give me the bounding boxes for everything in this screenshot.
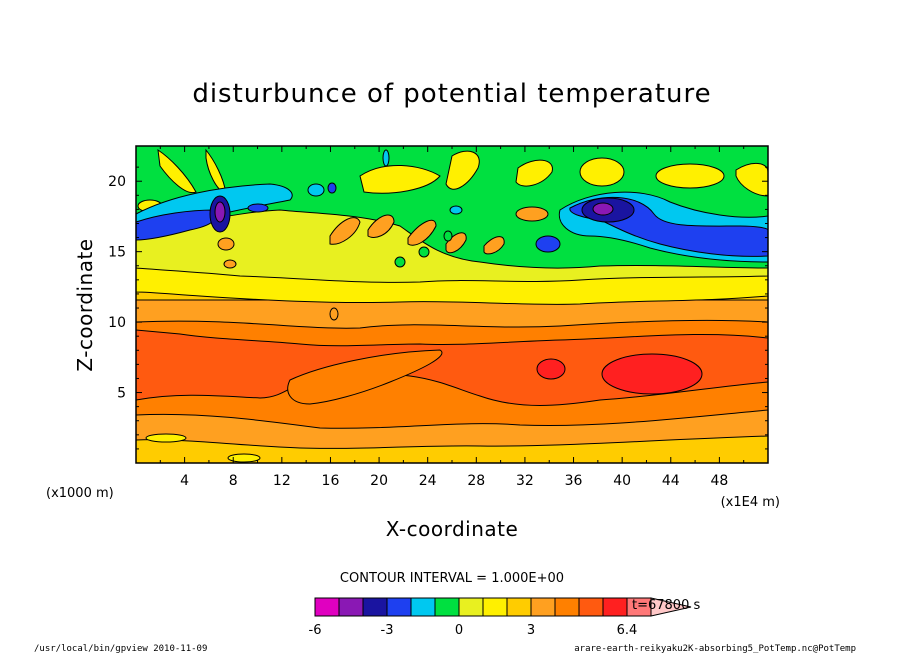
wave-o7 — [217, 237, 235, 251]
wave-o8 — [223, 259, 237, 269]
colorbar-swatch — [386, 597, 412, 617]
y-axis: 5 10 15 20 — [108, 166, 768, 450]
chart-title: disturbunce of potential temperature — [192, 79, 711, 109]
colorbar-label: -3 — [381, 623, 394, 638]
blob-g2 — [418, 246, 430, 258]
colorbar-swatch — [434, 597, 460, 617]
colorbar-label: -6 — [309, 623, 322, 638]
blob-bottom-1 — [145, 433, 187, 443]
wave-o3 — [407, 219, 437, 246]
colorbar-swatch — [362, 597, 388, 617]
colorbar-swatch — [314, 597, 340, 617]
colorbar-swatch — [410, 597, 436, 617]
y-axis-title: Z-coordinate — [73, 238, 97, 371]
colorbar-arrow — [650, 597, 692, 617]
footer-left: /usr/local/bin/gpview 2010-11-09 — [34, 644, 207, 654]
blob-y7 — [655, 163, 725, 189]
colorbar-swatch — [482, 597, 508, 617]
footer-right: arare-earth-reikyaku2K-absorbing5_PotTem… — [574, 644, 856, 654]
wave-o2 — [367, 214, 395, 238]
x-unit-right: (x1E4 m) — [721, 495, 780, 510]
blob-cyan-2 — [307, 183, 325, 197]
blob-blue-small — [535, 235, 561, 253]
band-3-inner — [287, 349, 443, 405]
blob-mid-1 — [329, 307, 339, 321]
blob-g3 — [443, 230, 453, 242]
blob-y4 — [445, 150, 480, 190]
min-right-inner — [592, 202, 614, 216]
blob-y6 — [579, 157, 625, 187]
x-axis-title: X-coordinate — [386, 517, 519, 541]
x-tick-label: 40 — [613, 473, 631, 489]
blob-blue-2 — [247, 203, 269, 213]
time-label: t=67800 s — [632, 598, 700, 613]
wave-o5 — [483, 236, 505, 255]
colorbar-swatch — [530, 597, 556, 617]
colorbar-swatch — [458, 597, 484, 617]
colorbar-swatch — [578, 597, 604, 617]
x-tick-label: 12 — [273, 473, 291, 489]
x-tick-label: 8 — [229, 473, 238, 489]
contour-field — [136, 146, 768, 463]
blob-y1 — [157, 148, 197, 194]
blob-cyan-5 — [449, 205, 463, 215]
x-tick-label: 16 — [322, 473, 340, 489]
wave-o1 — [329, 217, 361, 245]
blob-cyan-4 — [382, 149, 390, 167]
max-large — [601, 353, 703, 395]
y-tick-label: 15 — [108, 245, 126, 261]
x-tick-label: 36 — [565, 473, 583, 489]
y-tick-label: 10 — [108, 315, 126, 331]
x-tick-label: 20 — [370, 473, 388, 489]
x-tick-label: 32 — [516, 473, 534, 489]
colorbar-swatch — [554, 597, 580, 617]
colorbar-label: 3 — [527, 623, 535, 638]
colorbar: -6 -3 0 3 6.4 — [309, 597, 692, 638]
blob-y3 — [359, 165, 441, 194]
max-small — [536, 358, 566, 380]
x-tick-label: 28 — [467, 473, 485, 489]
blob-y8 — [735, 163, 768, 197]
y-tick-label: 5 — [117, 386, 126, 402]
blob-g1 — [394, 256, 406, 268]
x-tick-label: 44 — [662, 473, 680, 489]
x-tick-label: 24 — [419, 473, 437, 489]
colorbar-swatch — [506, 597, 532, 617]
wave-o4 — [445, 232, 467, 254]
contour-interval: CONTOUR INTERVAL = 1.000E+00 — [340, 571, 564, 586]
colorbar-label: 6.4 — [617, 623, 638, 638]
x-tick-label: 4 — [180, 473, 189, 489]
y-tick-label: 20 — [108, 174, 126, 190]
blob-cyan-3 — [327, 182, 337, 194]
x-unit-left: (x1000 m) — [46, 486, 114, 501]
x-axis: 4 8 12 16 20 24 28 32 36 40 44 48 — [159, 146, 745, 489]
colorbar-label: 0 — [455, 623, 463, 638]
x-tick-label: 48 — [710, 473, 728, 489]
blob-y5 — [515, 159, 553, 187]
colorbar-swatch — [338, 597, 364, 617]
wave-o6 — [515, 206, 549, 222]
min-left-inner — [214, 201, 226, 223]
colorbar-swatch — [602, 597, 628, 617]
blob-bottom-2 — [227, 453, 261, 463]
